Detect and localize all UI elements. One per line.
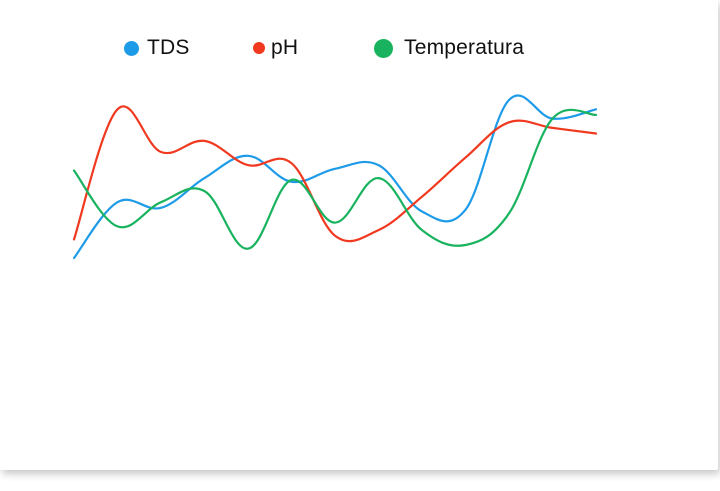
- legend-dot-icon: [253, 42, 265, 54]
- series-line-ph: [72, 105, 598, 243]
- chart-legend: TDS pH Temperatura: [0, 34, 718, 62]
- line-chart: [72, 94, 598, 260]
- legend-label-tds: TDS: [147, 36, 190, 59]
- legend-item-ph[interactable]: pH: [253, 34, 298, 62]
- legend-label-ph: pH: [271, 36, 299, 59]
- series-line-tds: [72, 94, 598, 260]
- series-line-temperatura: [72, 108, 598, 250]
- legend-item-temperatura[interactable]: Temperatura: [374, 34, 524, 62]
- legend-dot-icon: [374, 38, 393, 58]
- chart-card: TDS pH Temperatura: [0, 34, 718, 260]
- legend-label-temperatura: Temperatura: [404, 36, 525, 59]
- legend-dot-icon: [124, 40, 139, 56]
- legend-item-tds[interactable]: TDS: [124, 34, 190, 62]
